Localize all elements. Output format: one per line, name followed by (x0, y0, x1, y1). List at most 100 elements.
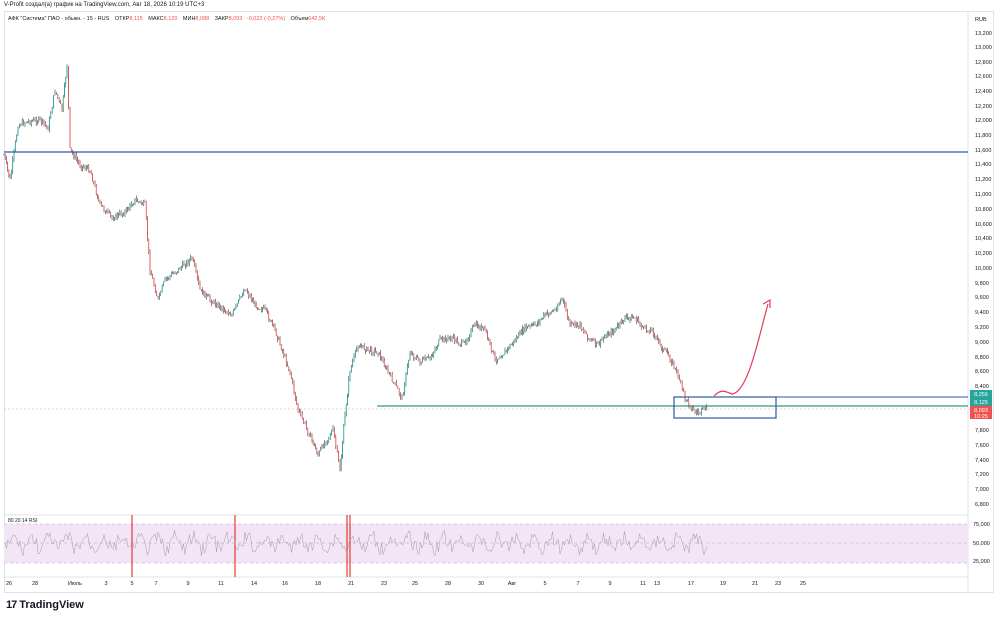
candle-body (373, 349, 375, 354)
candle-body (367, 346, 369, 351)
candle-body (315, 444, 317, 449)
candle-body (218, 303, 220, 309)
price-tick-label: 12,600 (975, 74, 992, 80)
candle-body (265, 307, 267, 310)
time-tick-label: 30 (478, 581, 484, 587)
high-label: МАКС (148, 16, 164, 22)
candle-body (533, 323, 535, 325)
price-tick-label: 11,800 (975, 133, 991, 139)
candle-body (210, 300, 212, 304)
candle-body (669, 356, 671, 361)
candle-body (432, 355, 433, 357)
symbol-info: АФК "Система" ПАО - обыкн. - 15 - RUS ОТ… (8, 16, 326, 22)
candle-body (498, 358, 500, 360)
price-tick-label: 8,600 (975, 369, 989, 375)
candle-body (34, 119, 36, 120)
close-label: ЗАКР (214, 16, 229, 22)
candle-body (633, 317, 635, 319)
rsi-band (4, 524, 968, 563)
candle-body (594, 339, 596, 346)
candle-body (312, 439, 314, 445)
candle-body (663, 348, 665, 351)
candle-body (78, 161, 80, 163)
candle-body (253, 300, 255, 305)
candle-body (512, 344, 513, 345)
candle-body (692, 407, 693, 410)
price-axis: 13,200 13,000 12,800 12,600 12,400 12,200 12,0… (975, 31, 992, 508)
candle-body (690, 407, 692, 410)
candle-body (613, 330, 615, 334)
candle-body (232, 310, 234, 315)
symbol-name[interactable]: АФК "Система" ПАО - обыкн. - 15 - RUS (8, 16, 110, 22)
candle-body (111, 215, 113, 218)
candle-body (467, 338, 469, 340)
candle-body (518, 333, 520, 339)
candle-body (601, 338, 603, 340)
candle-body (191, 257, 193, 259)
candle-body (119, 212, 121, 214)
candle-body (634, 317, 636, 319)
candle-body (260, 309, 262, 311)
candle-body (397, 386, 399, 389)
candle-body (474, 324, 476, 326)
candle-body (390, 373, 392, 375)
candle-body (103, 206, 105, 211)
rsi-label[interactable]: 80 20 14 RSI (8, 518, 38, 524)
time-tick-label: 26 (6, 581, 12, 587)
candle-body (272, 320, 273, 325)
forecast-arrow[interactable] (713, 303, 769, 397)
volume-value: 642,5K (308, 16, 326, 22)
accumulation-box[interactable] (673, 396, 777, 419)
candle-body (680, 380, 682, 382)
candle-body (380, 352, 381, 359)
candle-body (227, 311, 229, 314)
candle-body (356, 349, 358, 351)
candle-body (46, 125, 48, 127)
candle-body (53, 95, 55, 108)
time-tick-label: 21 (752, 581, 758, 587)
candle-body (217, 303, 219, 308)
candle-body (502, 356, 503, 358)
candle-body (408, 360, 410, 366)
price-tick-label: 7,400 (975, 458, 989, 464)
price-badge-high-text: 8,256 (974, 392, 988, 398)
candle-body (140, 201, 142, 204)
price-tick-label: 12,800 (975, 60, 992, 66)
candle-body (30, 121, 32, 125)
candle-body (366, 346, 368, 352)
candle-body (670, 360, 672, 364)
candle-body (32, 120, 33, 122)
candle-body (208, 295, 210, 297)
candle-body (447, 336, 449, 339)
candle-body (163, 281, 165, 286)
candle-body (687, 399, 688, 401)
time-tick-label: 5 (130, 581, 133, 587)
candle-body (548, 313, 550, 315)
price-tick-label: 9,600 (975, 295, 989, 301)
chart-frame[interactable] (4, 11, 994, 593)
price-tick-label: 13,000 (975, 45, 992, 51)
candle-body (458, 343, 460, 345)
candle-body (125, 208, 127, 212)
candle-body (412, 353, 413, 355)
candle-body (277, 335, 278, 340)
candle-body (282, 350, 283, 352)
candle-body (68, 66, 69, 107)
candle-body (597, 341, 599, 344)
candle-body (194, 260, 196, 267)
candle-body (58, 97, 60, 101)
candle-body (664, 348, 666, 350)
candle-body (252, 300, 253, 301)
candle-body (174, 272, 176, 274)
candle-body (674, 368, 676, 369)
time-tick-label: 3 (104, 581, 107, 587)
candle-body (504, 350, 506, 355)
candle-body (202, 289, 203, 295)
price-tick-label: 7,800 (975, 428, 989, 434)
candle-body (310, 434, 312, 437)
candle-body (632, 315, 633, 319)
candle-body (172, 273, 173, 275)
candle-body (231, 314, 233, 316)
candle-body (354, 350, 356, 356)
